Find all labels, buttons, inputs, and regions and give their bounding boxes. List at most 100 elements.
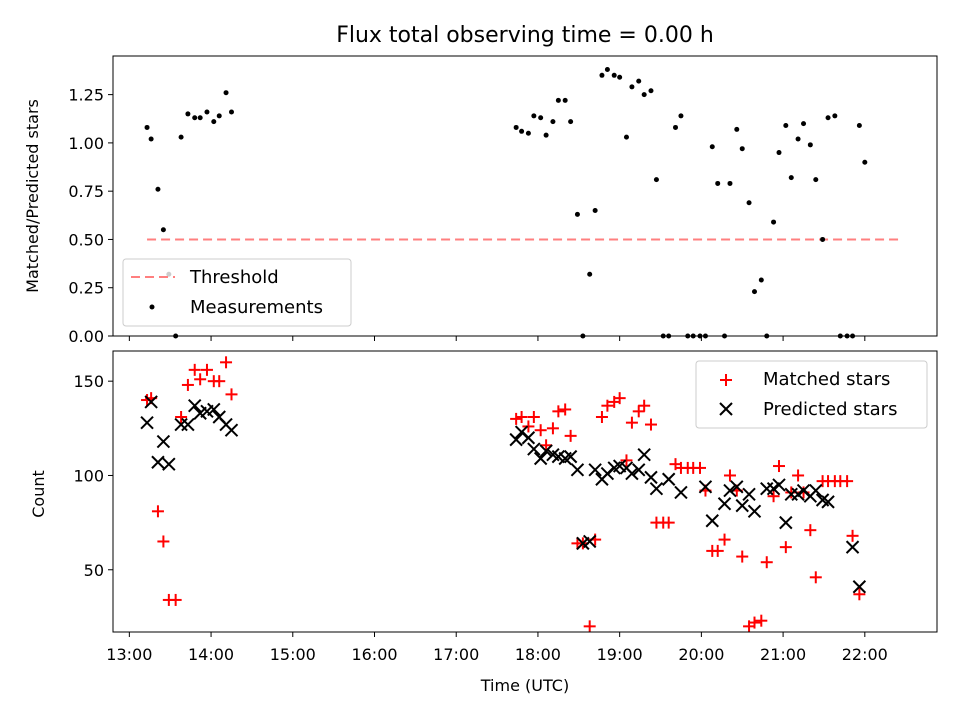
top-y-axis-label: Matched/Predicted stars	[23, 99, 42, 293]
predicted-star-point	[207, 402, 221, 417]
matched-star-point	[736, 550, 749, 563]
predicted-star-point	[625, 466, 639, 481]
measurement-point	[543, 132, 549, 138]
measurement-point	[587, 271, 593, 277]
predicted-star-point	[151, 455, 165, 469]
predicted-star-point	[527, 442, 541, 456]
top-x-axis-ticks	[128, 336, 866, 341]
x-tick-label: 21:00	[760, 645, 806, 664]
matched-star-point	[846, 529, 859, 542]
matched-star-point	[760, 556, 773, 569]
measurement-point	[820, 236, 826, 242]
measurement-point	[185, 111, 191, 117]
bottom-y-axis-ticks: 50 100 150	[73, 372, 113, 580]
top-legend: Threshold Measurements	[122, 258, 352, 327]
x-tick-label: 18:00	[515, 645, 561, 664]
matched-star-point	[601, 399, 614, 412]
matched-star-point	[157, 535, 170, 548]
matched-star-point	[662, 516, 675, 529]
measurement-point	[592, 207, 598, 213]
matched-star-point	[792, 469, 805, 482]
matched-star-point	[175, 411, 188, 424]
matched-star-point	[644, 418, 657, 431]
predicted-star-point	[582, 534, 597, 549]
measurement-point	[801, 121, 807, 127]
bottom-y-tick-label: 100	[73, 466, 104, 485]
measurement-point	[788, 175, 794, 181]
measurement-point	[538, 115, 544, 121]
predicted-star-point	[649, 481, 664, 496]
matched-star-point	[169, 593, 182, 606]
measurement-point	[550, 119, 556, 125]
measurement-point	[641, 92, 647, 98]
predicted-star-point	[723, 483, 737, 498]
measurement-point	[144, 124, 150, 130]
x-tick-label: 20:00	[678, 645, 724, 664]
legend-matched-swatch	[720, 374, 732, 386]
x-tick-label: 13:00	[106, 645, 152, 664]
predicted-star-point	[144, 395, 158, 409]
predicted-star-point	[632, 463, 646, 477]
measurement-point	[813, 177, 819, 183]
matched-star-point	[213, 375, 226, 388]
matched-star-point	[194, 373, 207, 386]
matched-star-point	[188, 363, 201, 376]
predicted-star-point	[717, 497, 732, 511]
measurement-point	[178, 134, 184, 140]
measurement-point	[832, 113, 838, 119]
predicted-star-point	[156, 434, 171, 449]
count-series	[140, 356, 867, 633]
measurement-point	[751, 289, 757, 295]
measurement-point	[734, 126, 740, 132]
predicted-star-point	[661, 472, 676, 486]
top-y-axis-ticks: 0.00 0.25 0.50 0.75 1.00 1.25	[68, 86, 113, 346]
bottom-y-tick-label: 150	[73, 372, 104, 391]
predicted-star-point	[181, 417, 195, 432]
legend-measurements-label: Measurements	[190, 297, 323, 318]
measurement-point	[204, 109, 210, 115]
matched-star-point	[779, 541, 792, 554]
predicted-star-point	[588, 463, 602, 477]
matched-star-point	[718, 533, 731, 546]
measurement-point	[611, 72, 617, 78]
top-y-tick-label: 1.00	[68, 134, 104, 153]
x-tick-label: 17:00	[433, 645, 479, 664]
measurement-point	[148, 136, 154, 142]
matched-star-point	[773, 460, 786, 473]
measurement-point	[599, 72, 605, 78]
predicted-star-point	[563, 449, 578, 464]
legend-measurements-swatch	[149, 304, 155, 310]
measurement-point	[617, 74, 623, 80]
measurement-point	[807, 142, 813, 148]
predicted-star-point	[779, 515, 793, 530]
predicted-star-point	[539, 444, 553, 458]
top-y-tick-label: 0.50	[68, 230, 104, 249]
measurement-point	[223, 90, 229, 96]
measurement-point	[155, 186, 161, 192]
matched-star-point	[711, 544, 724, 557]
matched-star-point	[510, 412, 523, 425]
top-y-tick-label: 0.00	[68, 327, 104, 346]
bottom-legend-box	[695, 360, 928, 429]
matched-star-point	[841, 475, 854, 488]
predicted-star-point	[730, 480, 744, 494]
measurement-point	[709, 144, 715, 150]
predicted-star-point	[224, 423, 239, 437]
measurement-point	[739, 146, 745, 152]
measurement-point	[758, 277, 764, 283]
measurements-series	[144, 67, 868, 339]
predicted-star-point	[533, 451, 548, 466]
predicted-star-point	[698, 480, 713, 494]
predicted-star-point	[162, 457, 176, 471]
top-y-tick-label: 0.75	[68, 182, 104, 201]
measurement-point	[513, 124, 519, 130]
matched-star-point	[515, 411, 528, 424]
predicted-star-point	[188, 398, 202, 413]
matched-star-point	[522, 420, 535, 433]
matched-star-point	[625, 416, 638, 429]
predicted-star-point	[637, 448, 651, 462]
measurement-point	[862, 159, 868, 165]
predicted-star-point	[644, 470, 658, 485]
